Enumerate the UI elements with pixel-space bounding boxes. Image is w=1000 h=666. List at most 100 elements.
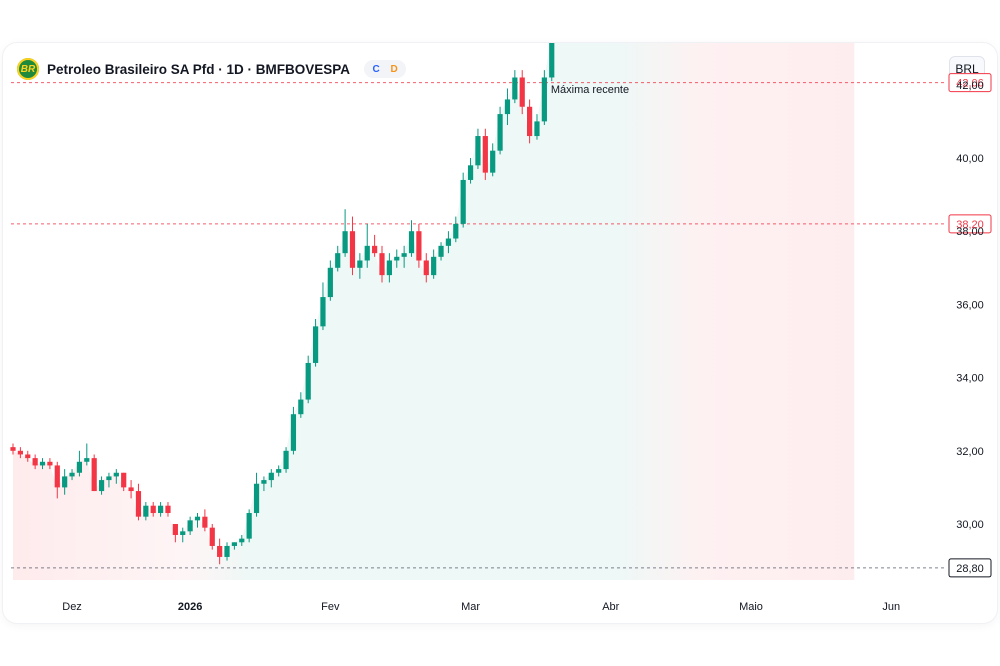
candle[interactable] xyxy=(253,472,260,517)
candle[interactable] xyxy=(17,447,23,459)
candle-body xyxy=(98,480,105,492)
candle[interactable] xyxy=(180,527,186,543)
candle[interactable] xyxy=(512,70,518,104)
candle[interactable] xyxy=(541,70,547,126)
candle[interactable] xyxy=(150,502,156,517)
candle[interactable] xyxy=(504,88,511,126)
candle[interactable] xyxy=(283,447,289,473)
candle[interactable] xyxy=(408,220,415,257)
candle[interactable] xyxy=(401,245,407,268)
candle[interactable] xyxy=(534,114,540,140)
candle-body xyxy=(342,231,348,254)
candle-body xyxy=(135,491,142,517)
candle[interactable] xyxy=(372,234,378,257)
close-area xyxy=(13,43,855,580)
candle[interactable] xyxy=(91,454,97,492)
candle[interactable] xyxy=(224,542,230,561)
candle-body xyxy=(10,447,16,451)
candle[interactable] xyxy=(209,524,215,550)
candle[interactable] xyxy=(246,509,252,543)
candle-body xyxy=(490,150,496,173)
candle[interactable] xyxy=(187,516,193,535)
symbol-title[interactable]: Petroleo Brasileiro SA Pfd · 1D · BMFBOV… xyxy=(47,61,351,77)
candle[interactable] xyxy=(143,502,149,521)
candle-body xyxy=(386,260,392,276)
candle[interactable] xyxy=(128,480,134,499)
candle[interactable] xyxy=(364,223,370,268)
market-closed-icon[interactable]: C xyxy=(372,63,380,75)
candle[interactable] xyxy=(357,253,363,279)
candle[interactable] xyxy=(69,469,75,481)
candle[interactable] xyxy=(519,70,525,115)
price-line-label[interactable]: 38,20 xyxy=(948,214,992,234)
candle[interactable] xyxy=(320,282,326,331)
candle[interactable] xyxy=(290,406,297,455)
candle-body xyxy=(84,458,90,462)
candle[interactable] xyxy=(25,450,31,462)
price-lines xyxy=(11,82,947,569)
candle[interactable] xyxy=(497,106,503,155)
candle[interactable] xyxy=(10,443,16,455)
price-line-label[interactable]: 42,06 xyxy=(948,73,992,93)
y-axis[interactable]: 50,7347,4142,0638,2028,8030,0032,0034,00… xyxy=(911,43,992,578)
candle[interactable] xyxy=(98,476,105,495)
candle[interactable] xyxy=(527,99,533,144)
candle[interactable] xyxy=(54,461,60,499)
candle[interactable] xyxy=(194,513,201,528)
candle[interactable] xyxy=(467,158,474,184)
candle[interactable] xyxy=(460,172,466,228)
candle-body xyxy=(512,77,518,100)
candle[interactable] xyxy=(121,472,127,492)
candle[interactable] xyxy=(335,245,341,272)
candle-body xyxy=(438,245,444,257)
price-line-label[interactable]: 28,80 xyxy=(948,558,992,578)
candle[interactable] xyxy=(453,216,459,243)
candlestick-chart[interactable]: 50,7347,4142,0638,2028,8030,0032,0034,00… xyxy=(3,43,997,623)
candle[interactable] xyxy=(32,454,38,470)
candle[interactable] xyxy=(379,245,385,283)
candle[interactable] xyxy=(172,524,178,543)
candle[interactable] xyxy=(268,469,274,488)
candle[interactable] xyxy=(165,502,171,517)
candle[interactable] xyxy=(549,43,555,82)
candle[interactable] xyxy=(482,128,488,180)
petrobras-logo: BR xyxy=(17,58,39,80)
candle[interactable] xyxy=(47,458,53,470)
status-badges[interactable]: C D xyxy=(364,60,407,78)
candle[interactable] xyxy=(445,231,452,254)
candle[interactable] xyxy=(327,260,333,301)
candle[interactable] xyxy=(349,216,356,276)
candles[interactable] xyxy=(10,43,857,565)
candle[interactable] xyxy=(386,253,392,283)
candle[interactable] xyxy=(84,443,90,466)
candle[interactable] xyxy=(113,469,119,484)
candle[interactable] xyxy=(475,128,481,169)
x-axis[interactable]: Dez 2026 Fev Mar Abr Maio Jun xyxy=(62,601,900,613)
candle[interactable] xyxy=(231,542,237,550)
candle[interactable] xyxy=(276,465,282,477)
candle[interactable] xyxy=(438,242,444,261)
candle[interactable] xyxy=(298,392,304,418)
delayed-data-icon[interactable]: D xyxy=(390,63,398,75)
candle[interactable] xyxy=(39,458,46,470)
candle[interactable] xyxy=(62,469,68,495)
x-tick-label: Fev xyxy=(321,601,340,613)
candle-body xyxy=(276,469,282,473)
candle[interactable] xyxy=(106,472,112,488)
candle[interactable] xyxy=(261,476,267,492)
candle[interactable] xyxy=(431,249,437,279)
candle[interactable] xyxy=(423,253,429,283)
candle[interactable] xyxy=(158,502,164,517)
candle[interactable] xyxy=(135,483,142,521)
candle[interactable] xyxy=(416,223,422,268)
candle[interactable] xyxy=(342,209,348,257)
candle[interactable] xyxy=(239,534,245,546)
candle[interactable] xyxy=(76,450,83,477)
candle[interactable] xyxy=(217,538,223,565)
candle[interactable] xyxy=(202,509,208,532)
candle[interactable] xyxy=(305,355,311,404)
candle[interactable] xyxy=(394,249,400,268)
candle-body xyxy=(209,527,215,546)
candle[interactable] xyxy=(490,143,496,177)
candle[interactable] xyxy=(312,319,319,367)
